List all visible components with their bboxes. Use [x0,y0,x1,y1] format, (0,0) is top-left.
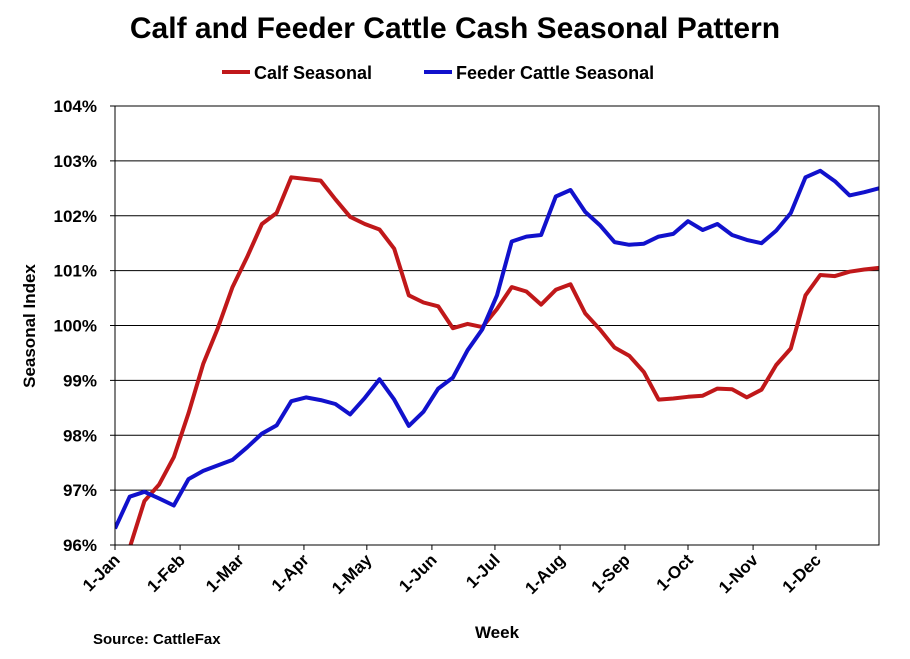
y-tick-label: 98% [63,426,97,445]
x-axis-ticks: 1-Jan 1-Feb 1-Mar 1-Apr 1-May 1-Jun 1-Jul 1-Aug… [79,545,825,598]
y-tick-label: 97% [63,481,97,500]
legend: Calf Seasonal Feeder Cattle Seasonal [222,63,654,83]
x-tick-label: 1-Jun [395,550,440,595]
x-tick-label: 1-Sep [588,550,634,596]
chart-title: Calf and Feeder Cattle Cash Seasonal Pat… [130,12,780,45]
y-tick-label: 99% [63,371,97,390]
x-tick-label: 1-Dec [779,550,825,596]
x-tick-label: 1-Jan [79,550,124,595]
plot-area [114,105,880,546]
y-tick-label: 100% [54,317,97,336]
x-tick-label: 1-Oct [653,550,697,594]
y-axis-ticks: 96% 97% 98% 99% 100% 101% 102% 103% 104% [54,97,115,555]
x-tick-label: 1-Feb [143,550,188,595]
x-tick-label: 1-Aug [521,550,568,597]
series-lines [115,168,879,545]
series-line-feeder [115,168,879,530]
x-tick-label: 1-Apr [268,550,313,595]
y-tick-label: 103% [54,152,97,171]
legend-label-feeder: Feeder Cattle Seasonal [456,63,654,83]
y-tick-label: 102% [54,207,97,226]
y-tick-label: 96% [63,536,97,555]
y-tick-label: 101% [54,262,97,281]
legend-label-calf: Calf Seasonal [254,63,372,83]
x-tick-label: 1-Jul [462,550,503,591]
x-tick-label: 1-Mar [202,550,248,596]
x-tick-label: 1-Nov [715,550,762,597]
y-tick-label: 104% [54,97,97,116]
x-tick-label: 1-May [328,550,376,598]
series-line-calf [128,175,879,545]
source-note: Source: CattleFax [93,631,221,648]
gridlines [115,105,879,546]
y-axis-label: Seasonal Index [20,264,39,388]
x-axis-label: Week [475,623,520,642]
